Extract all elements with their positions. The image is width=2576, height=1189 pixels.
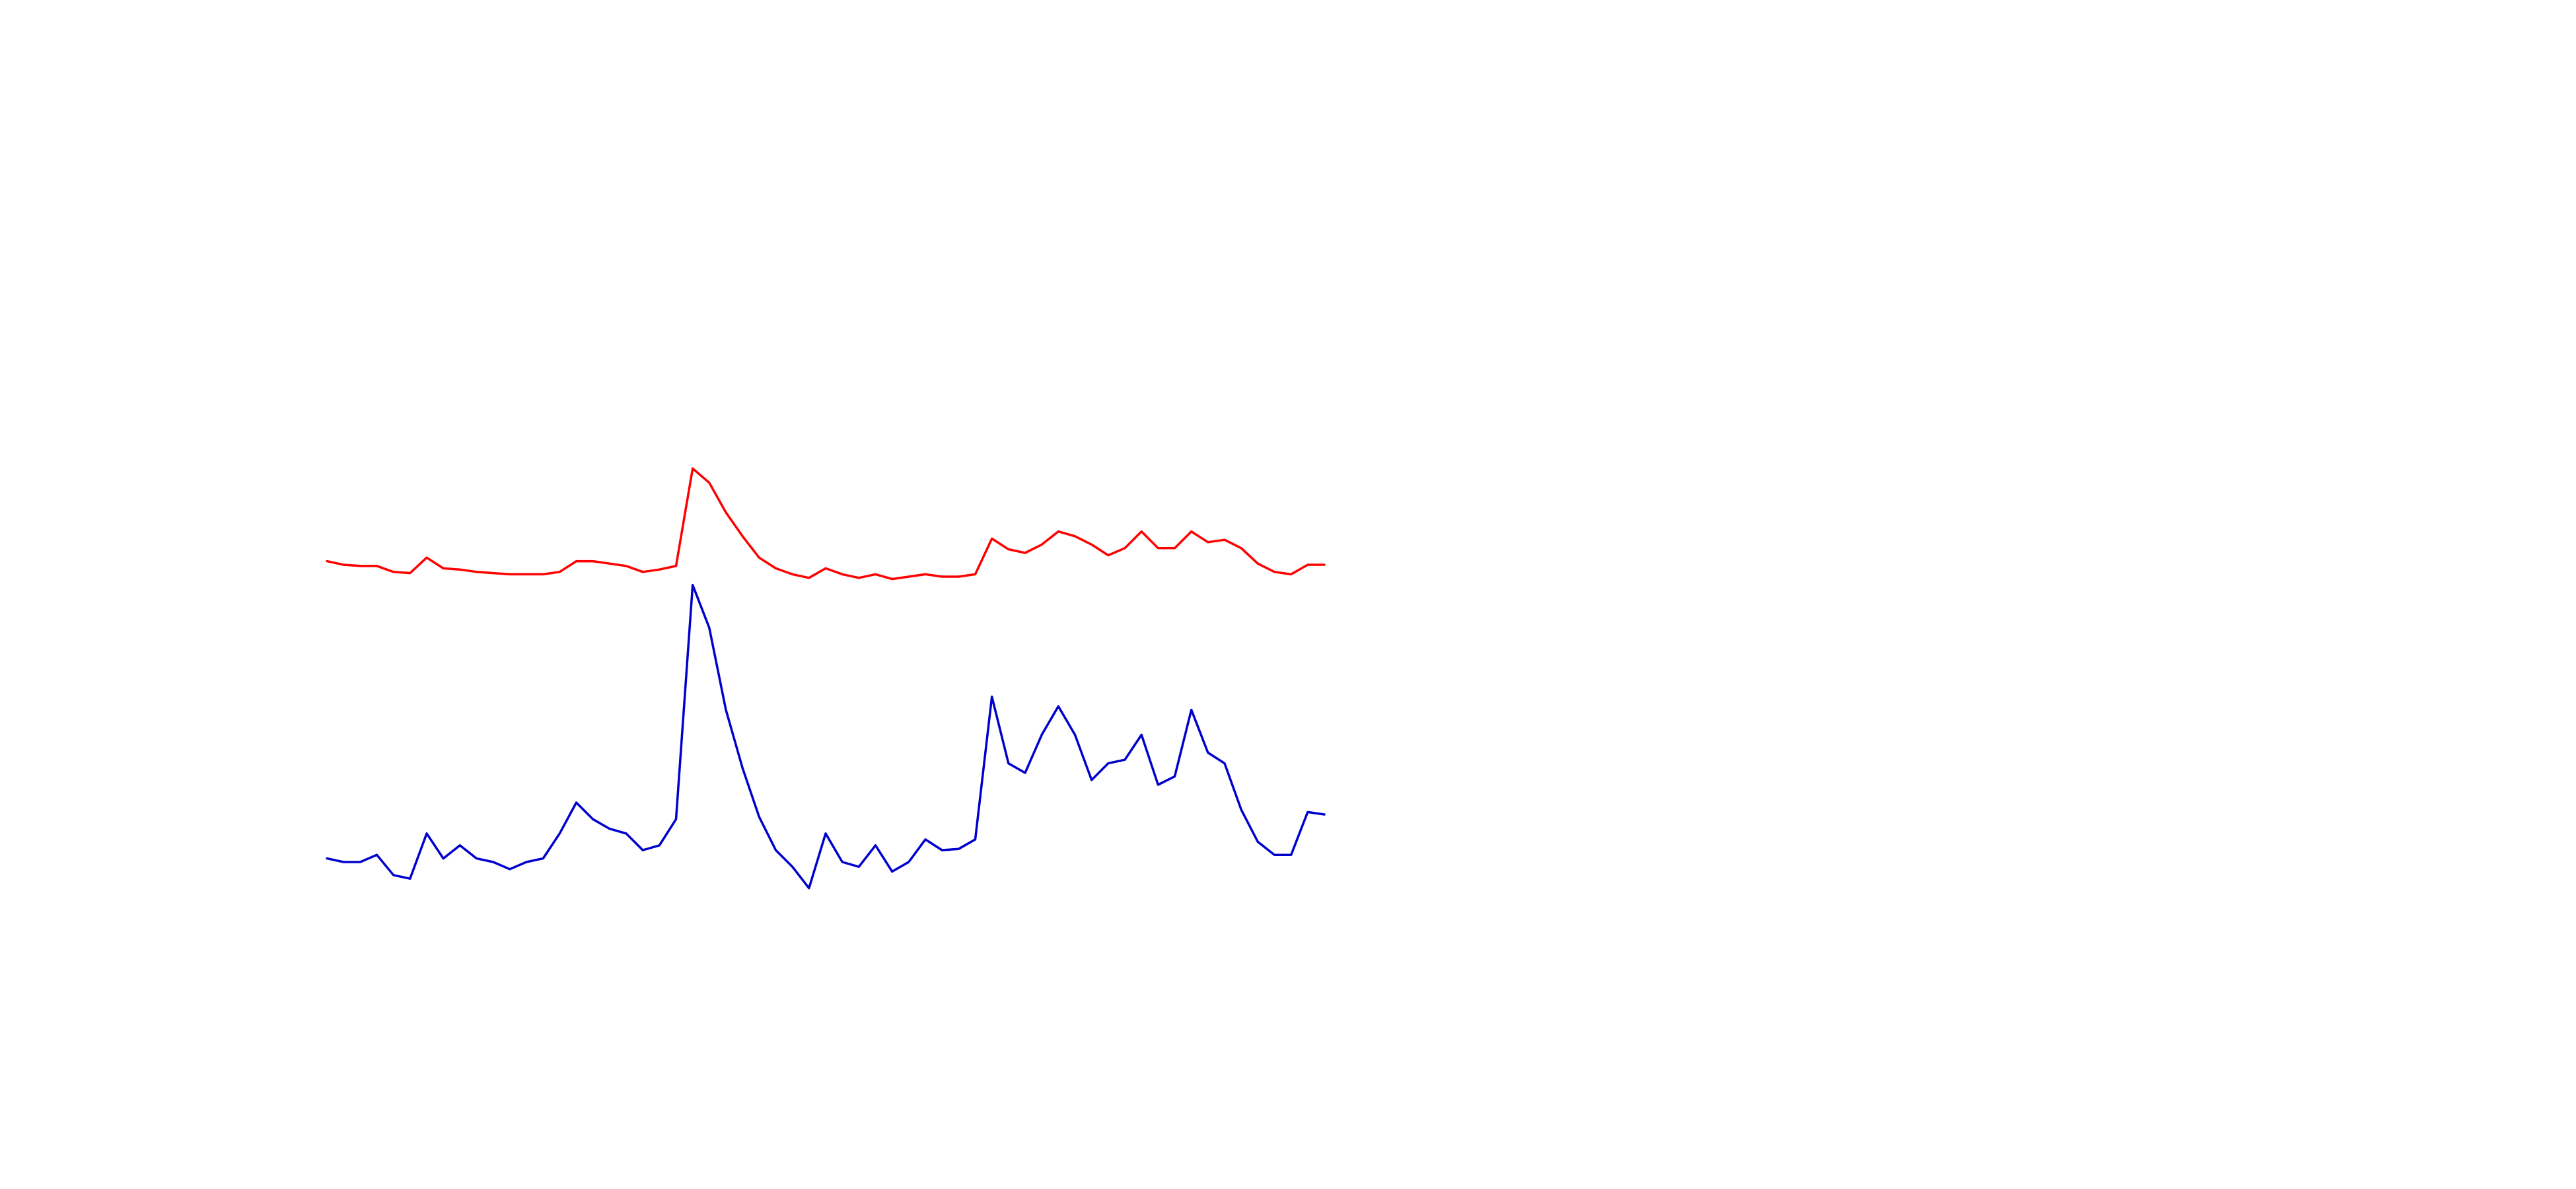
line-series xyxy=(326,583,1326,890)
line-series xyxy=(326,467,1326,581)
